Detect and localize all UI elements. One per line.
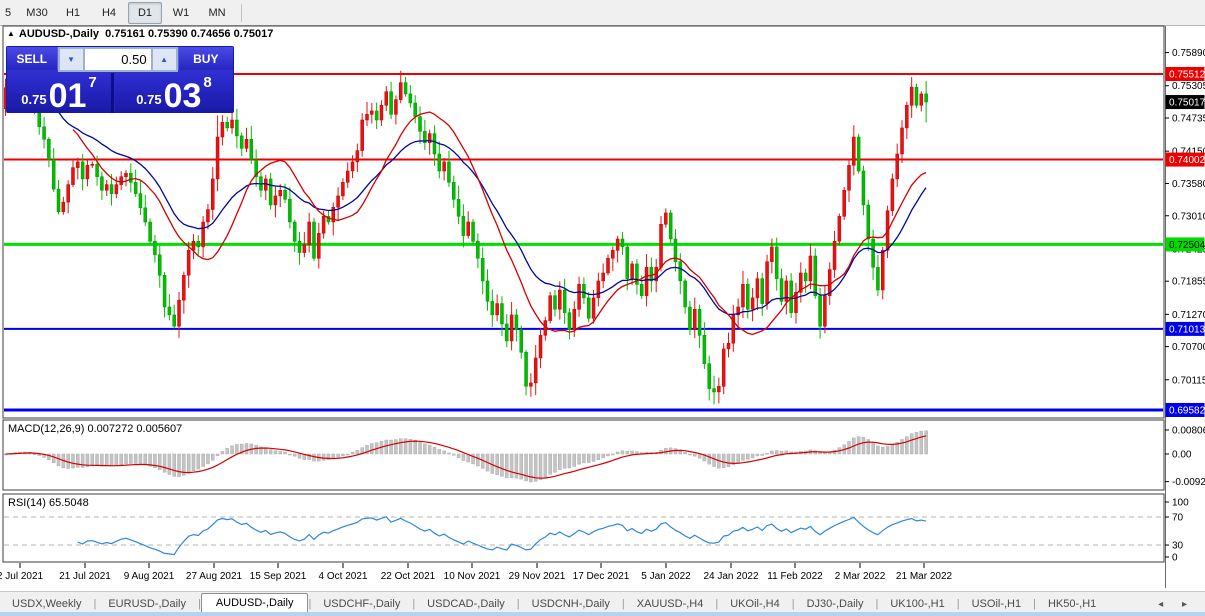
- timeframe-button-5[interactable]: 5: [4, 6, 12, 19]
- svg-text:0.74150: 0.74150: [1172, 147, 1205, 158]
- tab-xauusd-h4[interactable]: XAUUSD-,H4: [636, 598, 704, 610]
- svg-text:0.73580: 0.73580: [1172, 179, 1205, 190]
- tab-hk50-h1[interactable]: HK50-,H1: [1047, 598, 1097, 610]
- chart-ohlc-values: 0.75161 0.75390 0.74656 0.75017: [105, 28, 274, 40]
- svg-text:0.008061: 0.008061: [1172, 426, 1205, 437]
- svg-text:0.73010: 0.73010: [1172, 211, 1205, 222]
- chart-tab-bar: USDX,Weekly | EURUSD-,Daily | AUDUSD-,Daily |…: [0, 591, 1205, 613]
- timeframe-button-h4[interactable]: H4: [101, 6, 117, 19]
- svg-text:17 Dec 2021: 17 Dec 2021: [573, 571, 630, 582]
- tab-separator: |: [93, 598, 97, 610]
- svg-text:0.70700: 0.70700: [1172, 342, 1205, 353]
- svg-text:0.71855: 0.71855: [1172, 277, 1205, 288]
- volume-input[interactable]: 0.50: [83, 48, 152, 71]
- buy-price-prefix: 0.75: [136, 92, 162, 107]
- collapse-triangle-icon[interactable]: ▲: [7, 29, 15, 38]
- sell-button[interactable]: SELL: [7, 47, 58, 70]
- timeframe-button-w1[interactable]: W1: [172, 6, 190, 19]
- svg-text:29 Nov 2021: 29 Nov 2021: [509, 571, 566, 582]
- tab-eurusd-daily[interactable]: EURUSD-,Daily: [108, 598, 186, 610]
- svg-text:21 Mar 2022: 21 Mar 2022: [896, 571, 953, 582]
- tab-dj30-daily[interactable]: DJ30-,Daily: [806, 598, 864, 610]
- svg-text:0.75512: 0.75512: [1169, 70, 1205, 81]
- macd-indicator-label: MACD(12,26,9) 0.007272 0.005607: [8, 423, 183, 435]
- rsi-indicator-label: RSI(14) 65.5048: [8, 497, 89, 509]
- chart-title: ▲ AUDUSD-,Daily 0.75161 0.75390 0.74656 0…: [7, 28, 273, 40]
- tab-separator: |: [308, 598, 312, 610]
- tab-usdcad-daily[interactable]: USDCAD-,Daily: [427, 598, 505, 610]
- svg-text:-0.00928: -0.00928: [1172, 477, 1205, 488]
- svg-text:2 Mar 2022: 2 Mar 2022: [835, 571, 886, 582]
- tab-usdchf-daily[interactable]: USDCHF-,Daily: [323, 598, 401, 610]
- volume-stepper: ▼ 0.50 ▲: [57, 47, 178, 72]
- svg-text:27 Aug 2021: 27 Aug 2021: [186, 571, 243, 582]
- tab-separator: |: [875, 598, 879, 610]
- tab-separator: |: [1033, 598, 1036, 610]
- svg-text:22 Oct 2021: 22 Oct 2021: [381, 571, 436, 582]
- timeframe-button-d1[interactable]: D1: [128, 1, 162, 24]
- svg-text:0.75890: 0.75890: [1172, 48, 1205, 59]
- svg-text:11 Feb 2022: 11 Feb 2022: [767, 571, 823, 582]
- svg-text:0.75017: 0.75017: [1169, 98, 1205, 109]
- sell-price-big-digits: 01: [48, 77, 87, 115]
- one-click-trading-panel: SELL ▼ 0.50 ▲ BUY 0.75 01 7 0.75 03 8: [6, 46, 234, 113]
- svg-text:0.70115: 0.70115: [1172, 375, 1205, 386]
- tab-usoil-h1[interactable]: USOil-,H1: [971, 598, 1022, 610]
- chart-symbol: AUDUSD-,Daily: [18, 28, 99, 40]
- tab-separator: |: [516, 598, 520, 610]
- svg-text:15 Sep 2021: 15 Sep 2021: [250, 571, 307, 582]
- svg-text:0.75305: 0.75305: [1172, 81, 1205, 92]
- tab-separator: |: [621, 598, 625, 610]
- svg-text:5 Jan 2022: 5 Jan 2022: [641, 571, 691, 582]
- svg-text:2 Jul 2021: 2 Jul 2021: [0, 571, 44, 582]
- tab-audusd-daily[interactable]: AUDUSD-,Daily: [200, 593, 309, 613]
- svg-text:0.72504: 0.72504: [1169, 240, 1205, 251]
- svg-text:30: 30: [1172, 541, 1184, 552]
- svg-text:0.74735: 0.74735: [1172, 114, 1205, 125]
- tab-usdx-weekly[interactable]: USDX,Weekly: [12, 598, 82, 610]
- svg-text:9 Aug 2021: 9 Aug 2021: [124, 571, 175, 582]
- svg-text:0: 0: [1172, 553, 1178, 564]
- svg-text:24 Jan 2022: 24 Jan 2022: [703, 571, 758, 582]
- timeframe-button-mn[interactable]: MN: [208, 6, 226, 19]
- tab-ukoil-h4[interactable]: UKOil-,H4: [730, 598, 780, 610]
- svg-text:0.69582: 0.69582: [1169, 405, 1205, 416]
- tab-separator: |: [956, 598, 960, 610]
- volume-increase-button[interactable]: ▲: [151, 48, 177, 71]
- svg-text:10 Nov 2021: 10 Nov 2021: [444, 571, 501, 582]
- timeframe-button-m30[interactable]: M30: [26, 6, 48, 19]
- svg-text:70: 70: [1172, 513, 1184, 524]
- tab-uk100-h1[interactable]: UK100-,H1: [890, 598, 945, 610]
- toolbar-separator: [241, 3, 242, 22]
- tab-separator: |: [715, 598, 719, 610]
- volume-decrease-button[interactable]: ▼: [58, 48, 84, 71]
- tab-separator: |: [197, 598, 201, 610]
- window-bottom-edge: [0, 612, 1205, 616]
- svg-text:4 Oct 2021: 4 Oct 2021: [319, 571, 368, 582]
- tab-separator: |: [412, 598, 416, 610]
- buy-price-display[interactable]: 0.75 03 8: [115, 73, 233, 113]
- tab-scroll-arrows[interactable]: ◂ ▸: [1158, 599, 1195, 610]
- tab-separator: |: [791, 598, 795, 610]
- svg-text:21 Jul 2021: 21 Jul 2021: [59, 571, 111, 582]
- timeframe-button-h1[interactable]: H1: [65, 6, 81, 19]
- buy-price-pipette: 8: [203, 74, 212, 91]
- tab-usdcnh-daily[interactable]: USDCNH-,Daily: [531, 598, 610, 610]
- buy-button[interactable]: BUY: [177, 47, 233, 70]
- svg-text:0.00: 0.00: [1172, 450, 1192, 461]
- sell-price-display[interactable]: 0.75 01 7: [7, 73, 114, 113]
- svg-text:100: 100: [1172, 498, 1189, 509]
- sell-price-prefix: 0.75: [21, 92, 47, 107]
- buy-price-big-digits: 03: [163, 77, 202, 115]
- svg-text:0.74002: 0.74002: [1169, 155, 1205, 166]
- svg-text:0.71270: 0.71270: [1172, 310, 1205, 321]
- sell-price-pipette: 7: [88, 74, 97, 91]
- svg-text:0.71013: 0.71013: [1169, 324, 1205, 335]
